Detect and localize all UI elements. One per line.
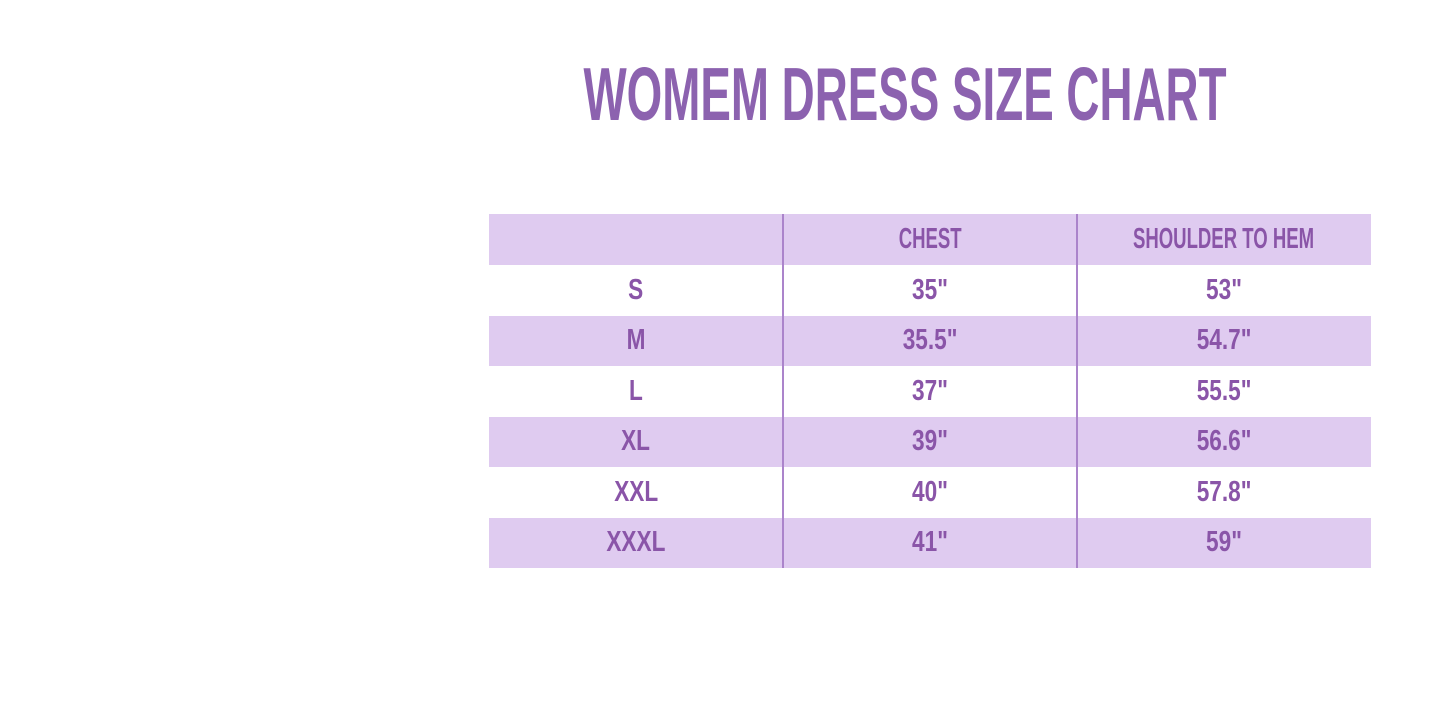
chest-value: 40" xyxy=(912,475,948,508)
header-cell-chest: CHEST xyxy=(783,214,1077,265)
chest-cell: 35" xyxy=(783,265,1077,316)
shoulder-to-hem-value: 55.5" xyxy=(1196,374,1252,407)
table-row-s: S 35" 53" xyxy=(489,265,1371,316)
size-label: L xyxy=(629,374,643,407)
size-cell: M xyxy=(489,316,783,367)
shoulder-to-hem-value: 57.8" xyxy=(1196,475,1252,508)
size-label: XXL xyxy=(614,475,658,508)
page-title: WOMEM DRESS SIZE CHART xyxy=(583,52,1227,136)
size-cell: XXL xyxy=(489,467,783,518)
size-cell: XXXL xyxy=(489,518,783,569)
size-label: XL xyxy=(621,425,651,458)
shoulder-to-hem-cell: 53" xyxy=(1077,265,1371,316)
chest-cell: 40" xyxy=(783,467,1077,518)
chest-value: 35" xyxy=(912,273,948,306)
shoulder-to-hem-cell: 55.5" xyxy=(1077,366,1371,417)
table-row-m: M 35.5" 54.7" xyxy=(489,315,1371,367)
chest-value: 41" xyxy=(912,526,948,559)
chest-cell: 37" xyxy=(783,366,1077,417)
shoulder-to-hem-value: 53" xyxy=(1206,273,1242,306)
shoulder-to-hem-cell: 56.6" xyxy=(1077,417,1371,468)
table-row-l: L 37" 55.5" xyxy=(489,366,1371,417)
table-row-xxxl: XXXL 41" 59" xyxy=(489,517,1371,569)
size-label: S xyxy=(628,273,644,306)
column-divider xyxy=(782,214,784,568)
size-cell: L xyxy=(489,366,783,417)
table-row-xxl: XXL 40" 57.8" xyxy=(489,467,1371,518)
size-cell: S xyxy=(489,265,783,316)
shoulder-to-hem-value: 54.7" xyxy=(1196,324,1252,357)
table-header-row: CHEST SHOULDER TO HEM xyxy=(489,214,1371,265)
shoulder-to-hem-value: 56.6" xyxy=(1196,425,1252,458)
size-label: XXXL xyxy=(606,526,666,559)
header-label: CHEST xyxy=(898,223,962,255)
shoulder-to-hem-cell: 59" xyxy=(1077,518,1371,569)
header-cell-size xyxy=(489,214,783,265)
header-label: SHOULDER TO HEM xyxy=(1133,223,1315,255)
size-label: M xyxy=(626,324,646,357)
shoulder-to-hem-cell: 54.7" xyxy=(1077,316,1371,367)
size-cell: XL xyxy=(489,417,783,468)
chest-value: 37" xyxy=(912,374,948,407)
chest-cell: 41" xyxy=(783,518,1077,569)
chest-cell: 39" xyxy=(783,417,1077,468)
chest-cell: 35.5" xyxy=(783,316,1077,367)
shoulder-to-hem-value: 59" xyxy=(1206,526,1242,559)
chest-value: 39" xyxy=(912,425,948,458)
shoulder-to-hem-cell: 57.8" xyxy=(1077,467,1371,518)
column-divider xyxy=(1076,214,1078,568)
header-cell-shoulder-to-hem: SHOULDER TO HEM xyxy=(1077,214,1371,265)
size-chart-table: CHEST SHOULDER TO HEM S 35" 53" M 35.5" … xyxy=(489,214,1371,568)
table-row-xl: XL 39" 56.6" xyxy=(489,416,1371,468)
chest-value: 35.5" xyxy=(902,324,958,357)
